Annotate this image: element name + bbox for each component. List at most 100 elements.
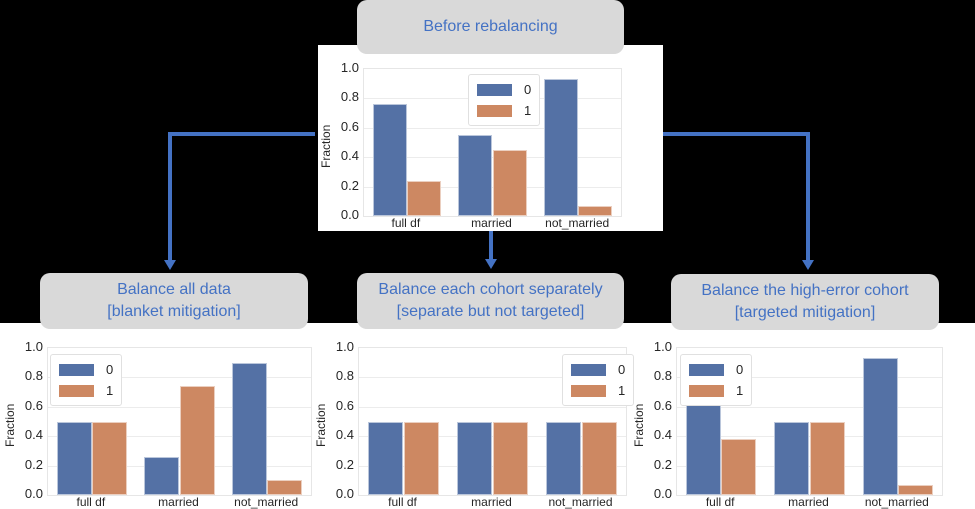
legend-item-1: 1 — [689, 380, 743, 401]
y-tick-label: 0.2 — [24, 456, 43, 472]
legend-label: 1 — [736, 383, 744, 398]
x-tick-label: married — [471, 216, 512, 230]
legend-swatch — [571, 363, 606, 376]
bar-married-class-0 — [456, 421, 493, 495]
bar-not-married-class-1 — [578, 205, 613, 216]
y-tick-label: 1.0 — [340, 60, 359, 75]
arrow-down-icon — [164, 260, 176, 270]
y-axis-label: Fraction — [3, 403, 17, 447]
bar-married-class-1 — [809, 421, 845, 495]
title-line2: [blanket mitigation] — [107, 303, 241, 320]
gridline — [677, 377, 942, 379]
x-tick-label: full df — [391, 216, 421, 230]
bar-married-class-0 — [458, 135, 493, 216]
legend-swatch — [689, 384, 724, 397]
gridline — [359, 377, 626, 379]
legend-item-0: 0 — [689, 359, 743, 380]
y-axis-label: Fraction — [314, 403, 328, 447]
legend-item-1: 1 — [59, 380, 113, 401]
y-tick-label: 0.4 — [24, 427, 43, 443]
legend-swatch — [477, 104, 512, 117]
bar-married-class-1 — [179, 386, 215, 495]
y-tick-label: 0.0 — [340, 207, 359, 222]
bar-full-df-class-0 — [372, 104, 407, 216]
y-tick-label: 0.6 — [335, 397, 354, 413]
y-tick-label: 0.8 — [335, 368, 354, 384]
legend-item-0: 0 — [571, 359, 625, 380]
y-tick-label: 0.8 — [24, 368, 43, 384]
y-tick-label: 0.6 — [340, 118, 359, 134]
title-line2: [targeted mitigation] — [734, 304, 876, 321]
y-tick-label: 0.2 — [653, 456, 672, 472]
title-line1: Balance the high-error cohort — [701, 282, 909, 299]
gridline — [364, 127, 621, 129]
bar-full-df-class-0 — [56, 421, 92, 495]
x-tick-label: married — [788, 495, 829, 509]
y-tick-label: 0.8 — [653, 368, 672, 384]
x-tick-label: not_married — [548, 495, 613, 509]
y-tick-label: 0.2 — [340, 177, 359, 193]
y-tick-label: 1.0 — [335, 339, 354, 354]
x-tick-label: not_married — [864, 495, 929, 509]
y-tick-label: 0.4 — [340, 148, 359, 164]
bar-married-class-0 — [774, 421, 810, 495]
x-tick-label: full df — [76, 495, 106, 509]
arrow-down-icon — [802, 260, 814, 270]
legend-label: 1 — [524, 103, 532, 118]
bar-full-df-class-0 — [685, 403, 722, 495]
legend-item-0: 0 — [59, 359, 113, 380]
title-balance-high-error: Balance the high-error cohort [targeted … — [671, 274, 939, 330]
gridline — [359, 406, 626, 408]
x-tick-label: married — [471, 495, 512, 509]
y-tick-label: 0.2 — [335, 456, 354, 472]
bar-full-df-class-0 — [367, 421, 404, 495]
gridline — [677, 406, 942, 408]
bar-married-class-1 — [492, 421, 529, 495]
bar-full-df-class-1 — [406, 180, 442, 216]
legend-item-1: 1 — [477, 100, 531, 121]
y-tick-label: 1.0 — [653, 339, 672, 354]
legend-item-0: 0 — [477, 79, 531, 100]
y-tick-label: 0.6 — [24, 397, 43, 413]
y-axis-label: Fraction — [632, 403, 646, 447]
bar-married-class-1 — [492, 149, 527, 216]
legend-label: 0 — [524, 82, 532, 97]
title-line1: Balance each cohort separately — [378, 281, 603, 298]
bar-not-married-class-0 — [232, 362, 268, 495]
title-balance-all: Balance all data [blanket mitigation] — [40, 273, 308, 329]
y-tick-label: 0.0 — [653, 486, 672, 501]
legend-label: 1 — [618, 383, 626, 398]
legend-label: 0 — [618, 362, 626, 377]
title-text: Before rebalancing — [423, 18, 558, 35]
legend-label: 0 — [736, 362, 744, 377]
x-tick-label: not_married — [545, 216, 610, 230]
x-tick-label: full df — [388, 495, 417, 509]
bar-not-married-class-0 — [862, 358, 898, 495]
bar-full-df-class-1 — [91, 421, 127, 495]
title-balance-each: Balance each cohort separately [separate… — [357, 273, 624, 329]
bar-not-married-class-0 — [543, 79, 579, 216]
legend-label: 1 — [106, 383, 114, 398]
y-tick-label: 0.4 — [335, 427, 354, 443]
legend-swatch — [571, 384, 606, 397]
bar-not-married-class-1 — [897, 484, 934, 495]
bar-full-df-class-1 — [403, 421, 440, 495]
y-tick-label: 0.0 — [24, 486, 43, 501]
bar-not-married-class-0 — [545, 421, 582, 495]
gridline — [48, 377, 311, 379]
bar-not-married-class-1 — [581, 421, 618, 495]
x-tick-label: not_married — [234, 495, 299, 509]
bar-married-class-0 — [144, 456, 180, 495]
legend-label: 0 — [106, 362, 114, 377]
x-tick-label: married — [158, 495, 199, 509]
legend-item-1: 1 — [571, 380, 625, 401]
title-before-rebalancing: Before rebalancing — [357, 0, 624, 54]
x-tick-label: full df — [705, 495, 735, 509]
y-axis-label: Fraction — [319, 124, 333, 168]
title-line1: Balance all data — [117, 281, 231, 298]
title-line2: [separate but not targeted] — [396, 303, 585, 320]
